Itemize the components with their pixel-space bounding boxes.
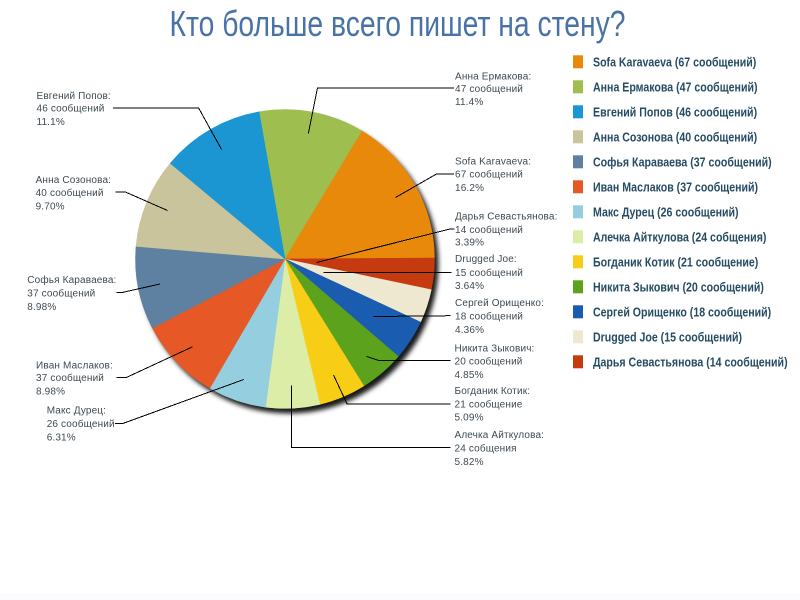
- svg-text:18 сообщений: 18 сообщений: [455, 310, 523, 322]
- svg-text:Никита Зыкович:: Никита Зыкович:: [455, 343, 535, 354]
- svg-text:4.85%: 4.85%: [455, 370, 484, 381]
- svg-text:Анна Созонова:: Анна Созонова:: [36, 175, 111, 186]
- svg-text:Sofa Karavaeva (67 сообщений): Sofa Karavaeva (67 сообщений): [593, 54, 756, 69]
- svg-text:Алечка Айткулова:: Алечка Айткулова:: [455, 430, 545, 441]
- svg-text:Иван Маслаков (37 сообщений): Иван Маслаков (37 сообщений): [593, 179, 758, 194]
- svg-text:8.98%: 8.98%: [36, 387, 65, 398]
- svg-text:Иван Маслаков:: Иван Маслаков:: [36, 361, 113, 372]
- svg-text:20 сообщений: 20 сообщений: [455, 355, 523, 367]
- svg-text:14 сообщений: 14 сообщений: [455, 224, 523, 236]
- svg-text:Анна Ермакова:: Анна Ермакова:: [455, 71, 531, 82]
- svg-text:37 сообщений: 37 сообщений: [27, 288, 95, 300]
- svg-text:Алечка Айткулова (24 собщения): Алечка Айткулова (24 собщения): [593, 229, 766, 244]
- svg-text:Софья Караваева (37 сообщений): Софья Караваева (37 сообщений): [593, 154, 772, 169]
- svg-text:Дарья Севастьянова:: Дарья Севастьянова:: [455, 212, 558, 223]
- svg-text:9.70%: 9.70%: [36, 201, 65, 212]
- svg-text:Евгений Попов:: Евгений Попов:: [37, 91, 111, 102]
- svg-text:Богданик Котик:: Богданик Котик:: [455, 386, 531, 397]
- svg-text:Сергей Орищенко (18 сообщений): Сергей Орищенко (18 сообщений): [593, 304, 771, 319]
- svg-text:15 сообщений: 15 сообщений: [455, 267, 523, 279]
- svg-text:Богданик Котик (21 сообщение): Богданик Котик (21 сообщение): [593, 254, 758, 269]
- svg-text:Кто больше всего пишет на стен: Кто больше всего пишет на стену?: [170, 3, 626, 44]
- svg-text:67 сообщений: 67 сообщений: [455, 169, 523, 181]
- svg-text:Анна Ермакова (47 сообщений): Анна Ермакова (47 сообщений): [593, 79, 758, 94]
- svg-text:5.09%: 5.09%: [455, 413, 484, 424]
- svg-text:40 сообщений: 40 сообщений: [36, 187, 104, 199]
- svg-text:Дарья Севастьянова (14 сообщен: Дарья Севастьянова (14 сообщений): [593, 354, 788, 369]
- svg-text:21 сообщение: 21 сообщение: [455, 398, 523, 410]
- svg-text:Сергей Орищенко:: Сергей Орищенко:: [455, 298, 544, 309]
- svg-text:Sofa Karavaeva:: Sofa Karavaeva:: [455, 157, 531, 168]
- svg-text:6.31%: 6.31%: [47, 432, 76, 443]
- svg-text:37 сообщений: 37 сообщений: [36, 372, 104, 384]
- svg-text:47 сообщений: 47 сообщений: [455, 83, 523, 95]
- svg-text:46 сообщений: 46 сообщений: [37, 103, 105, 115]
- svg-text:3.39%: 3.39%: [455, 237, 484, 248]
- svg-text:Drugged Joe (15 сообщений): Drugged Joe (15 сообщений): [593, 329, 742, 344]
- svg-text:Макс Дурец:: Макс Дурец:: [47, 406, 106, 417]
- svg-text:8.98%: 8.98%: [27, 302, 56, 313]
- svg-text:Софья Караваева:: Софья Караваева:: [27, 274, 116, 286]
- svg-text:11.1%: 11.1%: [37, 117, 65, 128]
- svg-text:Евгений Попов (46 сообщений): Евгений Попов (46 сообщений): [593, 104, 757, 119]
- svg-text:Drugged Joe:: Drugged Joe:: [455, 254, 517, 265]
- svg-text:26 сообщений: 26 сообщений: [47, 418, 115, 430]
- svg-text:24 собщения: 24 собщения: [455, 442, 517, 454]
- svg-text:3.64%: 3.64%: [455, 281, 484, 292]
- svg-text:16.2%: 16.2%: [455, 183, 484, 194]
- svg-text:4.36%: 4.36%: [455, 325, 484, 336]
- svg-text:5.82%: 5.82%: [455, 457, 484, 468]
- svg-text:Макс Дурец (26 сообщений): Макс Дурец (26 сообщений): [593, 204, 739, 219]
- svg-text:Анна Созонова (40 сообщений): Анна Созонова (40 сообщений): [593, 129, 757, 144]
- svg-text:Никита Зыкович (20 сообщений): Никита Зыкович (20 сообщений): [593, 279, 764, 294]
- svg-text:11.4%: 11.4%: [455, 97, 483, 108]
